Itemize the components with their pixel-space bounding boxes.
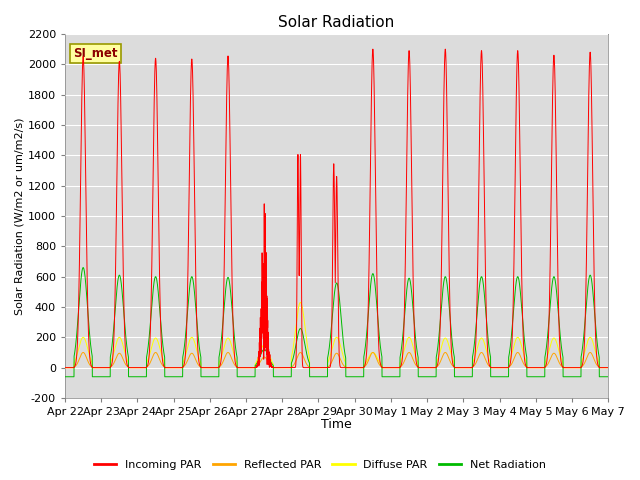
Text: SI_met: SI_met xyxy=(73,47,118,60)
Title: Solar Radiation: Solar Radiation xyxy=(278,15,395,30)
Legend: Incoming PAR, Reflected PAR, Diffuse PAR, Net Radiation: Incoming PAR, Reflected PAR, Diffuse PAR… xyxy=(90,456,550,474)
Y-axis label: Solar Radiation (W/m2 or um/m2/s): Solar Radiation (W/m2 or um/m2/s) xyxy=(15,117,25,315)
X-axis label: Time: Time xyxy=(321,419,352,432)
